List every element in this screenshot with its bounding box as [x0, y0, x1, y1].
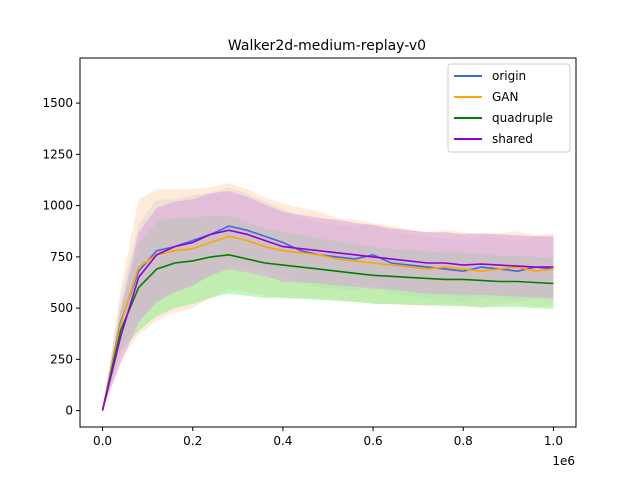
- y-tick-label: 500: [50, 301, 73, 315]
- x-tick-label: 0.0: [93, 434, 112, 448]
- y-tick-label: 1500: [42, 96, 73, 110]
- y-tick-label: 1250: [42, 147, 73, 161]
- x-axis-offset-label: 1e6: [552, 454, 575, 468]
- series-lines: [101, 225, 554, 411]
- x-tick-label: 0.6: [364, 434, 383, 448]
- plot-frame: [79, 57, 577, 428]
- x-tick-label: 0.8: [454, 434, 473, 448]
- y-axis-ticks: 0 250 500 750 1000 1250 1500: [42, 96, 80, 418]
- legend-label-origin: origin: [492, 69, 526, 83]
- legend-box: [447, 63, 571, 153]
- series-line-quadruple: [101, 253, 554, 411]
- confidence-bands: [102, 183, 554, 411]
- y-tick-label: 750: [50, 250, 73, 264]
- y-tick-label: 1000: [42, 199, 73, 213]
- x-tick-label: 0.4: [273, 434, 292, 448]
- x-axis-ticks: 0.0 0.2 0.4 0.6 0.8 1.0: [93, 427, 563, 448]
- series-line-shared: [101, 229, 554, 411]
- y-tick-label: 250: [50, 352, 73, 366]
- y-tick-label: 0: [65, 404, 73, 418]
- chart-title: Walker2d-medium-replay-v0: [228, 38, 426, 54]
- legend: origin GAN quadruple shared: [447, 63, 571, 153]
- legend-label-quadruple: quadruple: [492, 111, 553, 125]
- x-tick-label: 1.0: [544, 434, 563, 448]
- series-line-GAN: [101, 235, 554, 411]
- legend-label-shared: shared: [492, 132, 533, 146]
- legend-label-GAN: GAN: [492, 90, 518, 104]
- band-shared: [102, 191, 554, 411]
- x-tick-label: 0.2: [183, 434, 202, 448]
